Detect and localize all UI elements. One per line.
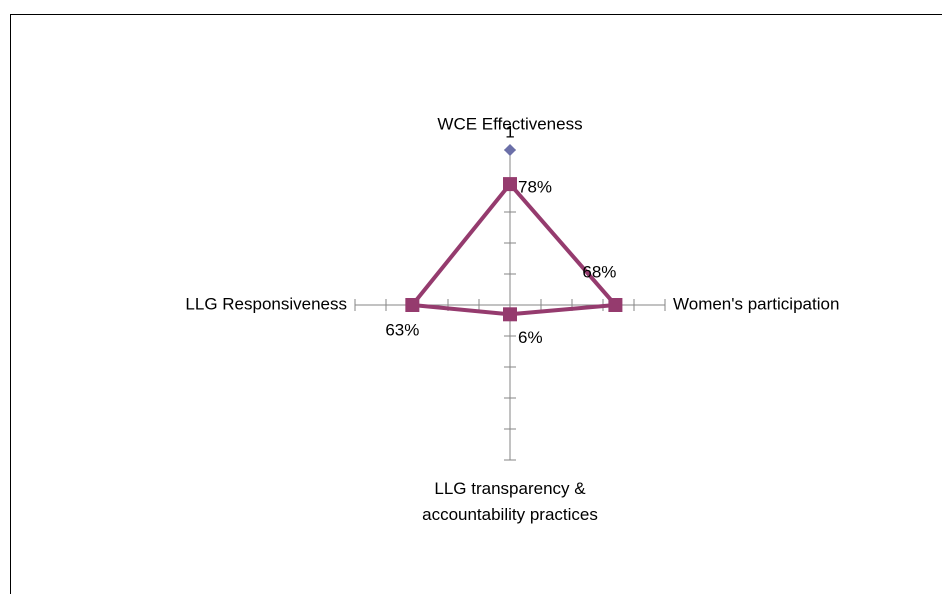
marker <box>503 307 517 322</box>
category-label: LLG Responsiveness <box>185 294 347 313</box>
data-label: 63% <box>385 320 419 339</box>
marker <box>504 144 516 156</box>
series-line <box>410 182 618 317</box>
category-label: LLG transparency & accountability practi… <box>422 479 598 524</box>
chart-border <box>10 14 942 594</box>
data-label: 78% <box>518 178 552 197</box>
data-label: 68% <box>582 262 616 281</box>
marker <box>405 298 420 312</box>
data-label: 6% <box>518 328 543 347</box>
marker <box>503 177 517 192</box>
marker <box>608 298 623 312</box>
data-label: 1 <box>505 122 514 141</box>
category-label: WCE Effectiveness <box>437 114 582 133</box>
category-label: Women's participation <box>673 294 839 313</box>
